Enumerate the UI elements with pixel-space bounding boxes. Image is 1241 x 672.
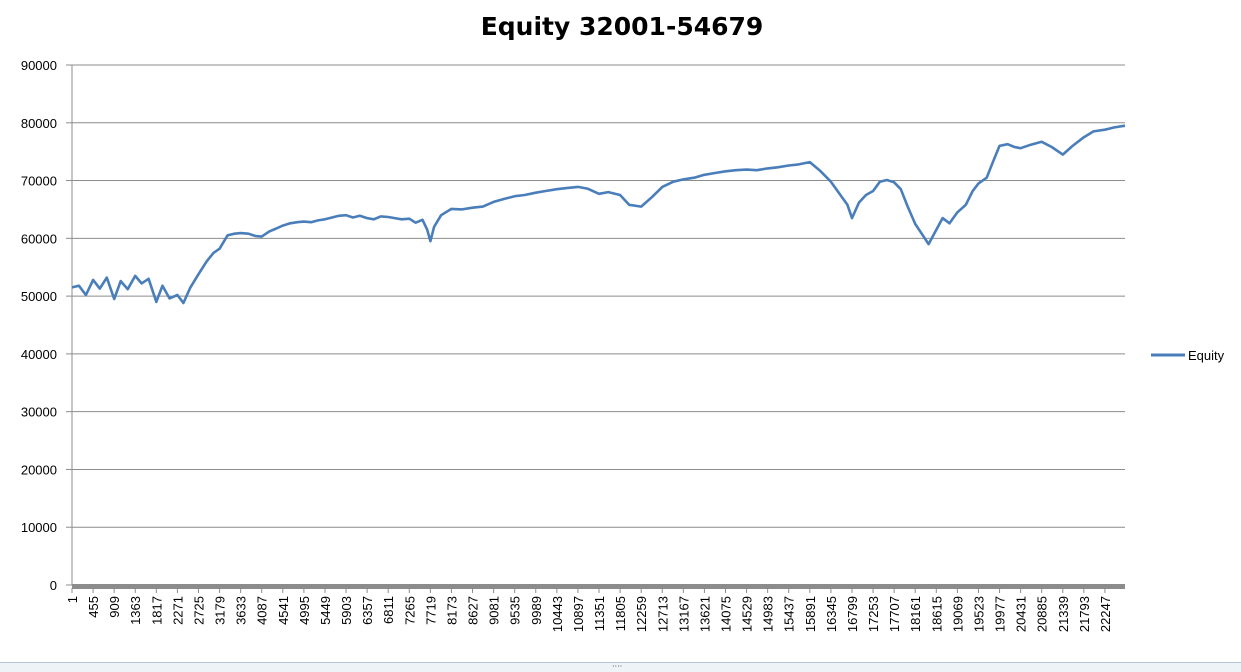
x-tick-label: 9535 [508,596,523,625]
y-tick-label: 90000 [21,58,57,73]
x-tick-label: 20885 [1035,596,1050,632]
x-tick-label: 9081 [487,596,502,625]
x-tick-label: 21339 [1056,596,1071,632]
y-tick-label: 20000 [21,462,57,477]
resize-grip-icon[interactable]: ···· [612,662,623,671]
window-bottom-edge: ···· [0,662,1241,672]
x-tick-label: 17707 [887,596,902,632]
legend: Equity [1151,348,1225,363]
legend-label: Equity [1188,348,1225,363]
x-tick-label: 19977 [993,596,1008,632]
x-tick-label: 2725 [191,596,206,625]
x-tick-label: 16799 [845,596,860,632]
x-tick-label: 22247 [1098,596,1113,632]
y-tick-label: 40000 [21,347,57,362]
x-tick-label: 7719 [423,596,438,625]
x-tick-label: 2271 [170,596,185,625]
x-tick-label: 4087 [255,596,270,625]
x-tick-label: 18615 [929,596,944,632]
series-line-equity [71,124,1126,305]
x-tick-label: 17253 [866,596,881,632]
x-tick-label: 14529 [740,596,755,632]
x-tick-label: 9989 [529,596,544,625]
y-tick-label: 80000 [21,116,57,131]
y-tick-label: 30000 [21,405,57,420]
x-tick-label: 21793 [1077,596,1092,632]
y-tick-label: 0 [50,578,57,593]
x-tick-label: 15891 [803,596,818,632]
x-tick-label: 16345 [824,596,839,632]
x-tick-label: 4541 [276,596,291,625]
x-tick-label: 5903 [339,596,354,625]
x-tick-label: 10443 [550,596,565,632]
chart-title: Equity 32001-54679 [481,12,764,41]
y-axis-ticks: 0 10000 20000 30000 40000 50000 60000 70000 8000… [21,58,72,593]
x-tick-label: 19069 [950,596,965,632]
x-tick-label: 1817 [149,596,164,625]
x-tick-label: 20431 [1014,596,1029,632]
x-tick-label: 3179 [213,596,228,625]
x-tick-label: 13167 [676,596,691,632]
x-tick-label: 5449 [318,596,333,625]
x-tick-label: 14075 [718,596,733,632]
x-tick-label: 10897 [571,596,586,632]
x-tick-label: 1363 [128,596,143,625]
y-tick-label: 60000 [21,231,57,246]
y-tick-label: 50000 [21,289,57,304]
x-tick-label: 6357 [360,596,375,625]
x-tick-label: 11805 [613,596,628,631]
x-tick-label: 19523 [971,596,986,632]
x-tick-label: 18161 [908,596,923,632]
x-axis-line [72,584,1125,589]
x-tick-label: 13621 [697,596,712,632]
x-tick-label: 4995 [297,596,312,625]
x-tick-label: 15437 [782,596,797,632]
gridlines [71,64,1125,585]
x-tick-label: 8173 [444,596,459,625]
x-tick-label: 12259 [634,596,649,632]
x-tick-label: 909 [107,596,122,618]
x-tick-label: 7265 [402,596,417,625]
x-tick-label: 1 [65,596,80,603]
y-tick-label: 70000 [21,174,57,189]
x-tick-label: 6811 [381,596,396,624]
x-tick-label: 12713 [655,596,670,632]
x-tick-label: 455 [86,596,101,618]
x-tick-label: 14983 [761,596,776,632]
x-tick-label: 3633 [234,596,249,625]
x-tick-label: 8627 [466,596,481,625]
x-axis-ticks: 1 455 909 1363 1817 2271 2725 3179 3633 4087 4541 4… [65,588,1113,632]
y-tick-label: 10000 [21,520,57,535]
x-tick-label: 11351 [592,596,607,631]
